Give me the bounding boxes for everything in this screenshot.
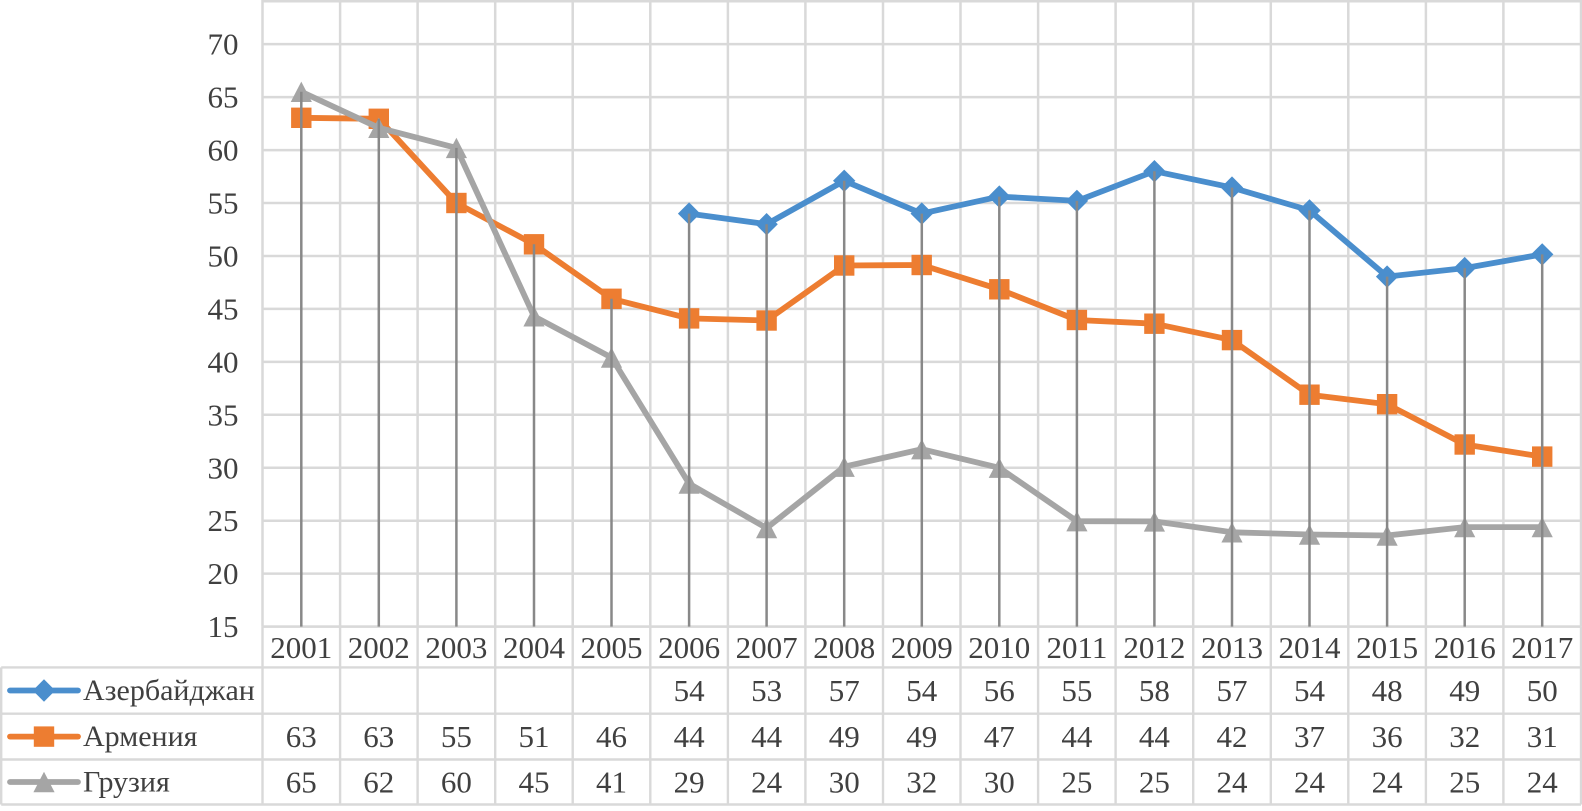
svg-text:29: 29 — [674, 765, 705, 800]
svg-text:36: 36 — [1372, 719, 1403, 754]
svg-text:40: 40 — [208, 344, 239, 379]
svg-text:20: 20 — [208, 556, 239, 591]
svg-text:50: 50 — [1527, 673, 1558, 708]
svg-text:Грузия: Грузия — [83, 766, 170, 799]
svg-text:2008: 2008 — [813, 630, 875, 665]
svg-text:24: 24 — [751, 765, 783, 800]
svg-text:15: 15 — [208, 609, 239, 644]
svg-text:2006: 2006 — [658, 630, 720, 665]
svg-text:25: 25 — [1139, 765, 1170, 800]
svg-text:25: 25 — [1061, 765, 1092, 800]
svg-text:2009: 2009 — [891, 630, 953, 665]
svg-text:30: 30 — [208, 450, 239, 485]
svg-text:37: 37 — [1294, 719, 1325, 754]
svg-text:44: 44 — [751, 719, 783, 754]
svg-text:50: 50 — [208, 239, 239, 274]
svg-text:24: 24 — [1527, 765, 1559, 800]
svg-text:46: 46 — [596, 719, 627, 754]
svg-text:31: 31 — [1527, 719, 1558, 754]
svg-text:54: 54 — [1294, 673, 1326, 708]
svg-text:65: 65 — [286, 765, 317, 800]
svg-text:25: 25 — [208, 503, 239, 538]
svg-text:60: 60 — [208, 133, 239, 168]
svg-text:62: 62 — [363, 765, 394, 800]
svg-text:32: 32 — [906, 765, 937, 800]
svg-text:45: 45 — [208, 291, 239, 326]
svg-text:24: 24 — [1217, 765, 1249, 800]
svg-text:58: 58 — [1139, 673, 1170, 708]
svg-text:Армения: Армения — [83, 720, 198, 753]
svg-text:57: 57 — [829, 673, 860, 708]
svg-text:2002: 2002 — [348, 630, 410, 665]
svg-text:53: 53 — [751, 673, 782, 708]
svg-text:55: 55 — [208, 186, 239, 221]
svg-text:70: 70 — [208, 27, 239, 62]
svg-text:44: 44 — [674, 719, 706, 754]
svg-text:2014: 2014 — [1279, 630, 1342, 665]
svg-text:44: 44 — [1061, 719, 1093, 754]
svg-text:24: 24 — [1372, 765, 1404, 800]
svg-text:49: 49 — [906, 719, 937, 754]
svg-text:32: 32 — [1449, 719, 1480, 754]
svg-text:24: 24 — [1294, 765, 1326, 800]
svg-text:2011: 2011 — [1046, 630, 1107, 665]
svg-text:55: 55 — [1061, 673, 1092, 708]
svg-text:63: 63 — [286, 719, 317, 754]
svg-text:2004: 2004 — [503, 630, 566, 665]
svg-text:63: 63 — [363, 719, 394, 754]
svg-text:57: 57 — [1217, 673, 1248, 708]
svg-text:2015: 2015 — [1356, 630, 1418, 665]
svg-text:56: 56 — [984, 673, 1015, 708]
svg-text:2005: 2005 — [581, 630, 643, 665]
svg-text:65: 65 — [208, 80, 239, 115]
svg-text:2016: 2016 — [1434, 630, 1496, 665]
svg-text:55: 55 — [441, 719, 472, 754]
svg-text:2017: 2017 — [1511, 630, 1573, 665]
svg-text:2003: 2003 — [425, 630, 487, 665]
svg-text:30: 30 — [829, 765, 860, 800]
svg-text:Азербайджан: Азербайджан — [83, 674, 255, 707]
svg-text:2012: 2012 — [1123, 630, 1185, 665]
svg-text:47: 47 — [984, 719, 1015, 754]
svg-text:2001: 2001 — [270, 630, 332, 665]
svg-text:44: 44 — [1139, 719, 1171, 754]
svg-text:30: 30 — [984, 765, 1015, 800]
svg-text:48: 48 — [1372, 673, 1403, 708]
svg-text:45: 45 — [519, 765, 550, 800]
svg-text:35: 35 — [208, 397, 239, 432]
svg-text:41: 41 — [596, 765, 627, 800]
svg-text:54: 54 — [674, 673, 706, 708]
svg-text:60: 60 — [441, 765, 472, 800]
svg-text:51: 51 — [519, 719, 550, 754]
svg-text:2007: 2007 — [736, 630, 798, 665]
svg-text:49: 49 — [829, 719, 860, 754]
svg-text:42: 42 — [1217, 719, 1248, 754]
svg-text:2010: 2010 — [968, 630, 1030, 665]
svg-text:2013: 2013 — [1201, 630, 1263, 665]
svg-text:25: 25 — [1449, 765, 1480, 800]
svg-text:54: 54 — [906, 673, 938, 708]
svg-text:49: 49 — [1449, 673, 1480, 708]
